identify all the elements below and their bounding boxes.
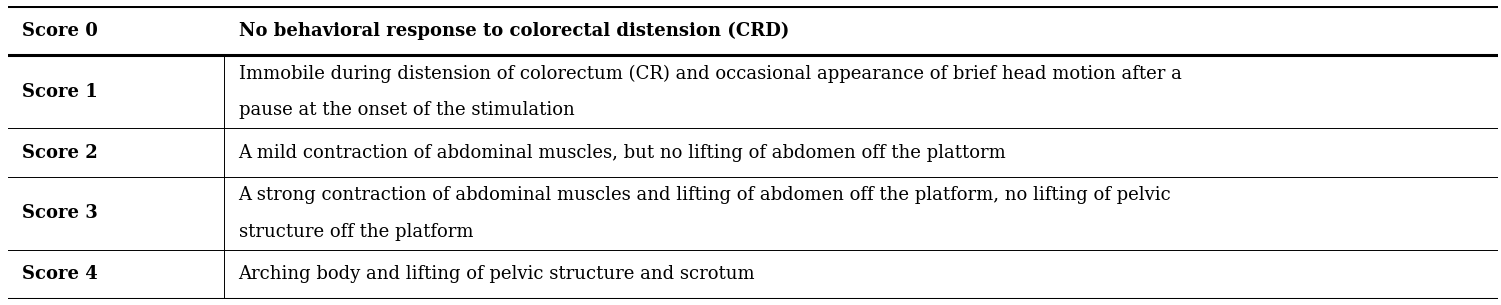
Text: Score 4: Score 4	[23, 265, 98, 283]
Text: Immobile during distension of colorectum (CR) and occasional appearance of brief: Immobile during distension of colorectum…	[239, 64, 1181, 83]
Text: A mild contraction of abdominal muscles, but no lifting of abdomen off the platt: A mild contraction of abdominal muscles,…	[239, 143, 1006, 162]
Text: Score 3: Score 3	[23, 204, 98, 222]
Text: Score 1: Score 1	[23, 83, 98, 101]
Text: No behavioral response to colorectal distension (CRD): No behavioral response to colorectal dis…	[239, 22, 790, 40]
Text: A strong contraction of abdominal muscles and lifting of abdomen off the platfor: A strong contraction of abdominal muscle…	[239, 186, 1171, 204]
Text: Score 2: Score 2	[23, 143, 98, 162]
Text: Arching body and lifting of pelvic structure and scrotum: Arching body and lifting of pelvic struc…	[239, 265, 755, 283]
Text: structure off the platform: structure off the platform	[239, 223, 473, 241]
Text: Score 0: Score 0	[23, 22, 98, 40]
Text: pause at the onset of the stimulation: pause at the onset of the stimulation	[239, 101, 575, 119]
